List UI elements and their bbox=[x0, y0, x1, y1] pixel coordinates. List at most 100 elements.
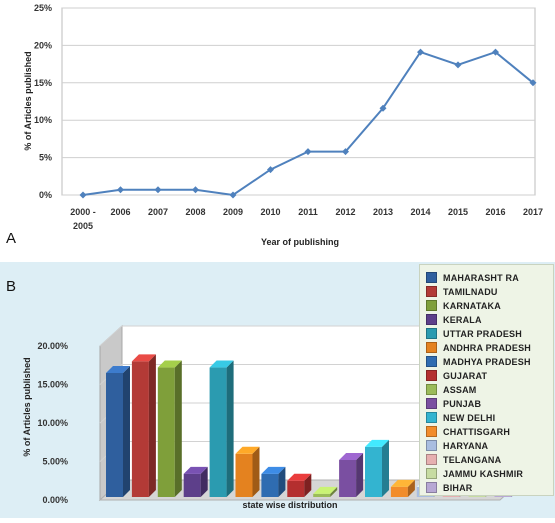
bar-side bbox=[200, 466, 208, 497]
bar-front bbox=[287, 480, 305, 497]
legend-swatch bbox=[426, 440, 437, 451]
bar bbox=[390, 479, 415, 497]
legend-swatch bbox=[426, 272, 437, 283]
bar bbox=[339, 452, 364, 497]
bar-top bbox=[131, 354, 156, 362]
bar-front bbox=[261, 473, 279, 497]
legend-label: TELANGANA bbox=[443, 454, 502, 465]
bar-top bbox=[287, 473, 312, 481]
legend-item: PUNJAB bbox=[426, 397, 481, 410]
legend-swatch bbox=[426, 384, 437, 395]
y-tick-label: 10.00% bbox=[37, 418, 68, 428]
legend-label: CHATTISGARH bbox=[443, 426, 511, 437]
bar bbox=[235, 446, 260, 497]
data-point bbox=[529, 79, 537, 87]
bar-top bbox=[365, 439, 389, 447]
legend-item: MADHYA PRADESH bbox=[426, 355, 531, 368]
legend-item: GUJARAT bbox=[426, 369, 487, 382]
y-axis-label: % of Articles published bbox=[23, 51, 33, 150]
x-axis-label: state wise distribution bbox=[242, 500, 337, 510]
legend-swatch bbox=[426, 398, 437, 409]
legend-item: KERALA bbox=[426, 313, 482, 326]
bar-side bbox=[304, 473, 312, 497]
bar bbox=[131, 354, 156, 497]
panel-a: 0% 5% 10% 15% 20% 25% 2000 -2005 2006 2007 2008 20… bbox=[6, 3, 544, 247]
legend-label: HARYANA bbox=[443, 440, 489, 451]
bar-top bbox=[339, 452, 364, 460]
bar bbox=[365, 439, 389, 497]
data-point bbox=[454, 61, 462, 69]
bar bbox=[287, 473, 312, 497]
legend-swatch bbox=[426, 454, 437, 465]
line-chart: 0% 5% 10% 15% 20% 25% 2000 -2005 2006 2007 2008 20… bbox=[6, 3, 543, 247]
x-tick-label: 2006 bbox=[110, 207, 130, 217]
bar-front bbox=[183, 473, 201, 497]
x-tick-label: 2000 -2005 bbox=[70, 207, 96, 231]
legend-label: JAMMU KASHMIR bbox=[443, 468, 524, 479]
x-axis-label: Year of publishing bbox=[261, 237, 339, 247]
bar-top bbox=[209, 360, 234, 368]
bar-front bbox=[365, 446, 382, 497]
y-tick-label: 25% bbox=[34, 3, 52, 13]
legend-swatch bbox=[426, 286, 437, 297]
bar-side bbox=[278, 466, 286, 497]
data-point bbox=[304, 148, 312, 156]
legend-item: BIHAR bbox=[426, 481, 473, 494]
data-point bbox=[342, 148, 349, 156]
legend-item: NEW DELHI bbox=[426, 411, 495, 424]
legend-label: TAMILNADU bbox=[443, 286, 498, 297]
bar-top bbox=[157, 360, 182, 368]
y-tick-label: 15.00% bbox=[37, 380, 68, 390]
bar-side bbox=[330, 486, 338, 497]
legend-item: CHATTISGARH bbox=[426, 425, 510, 438]
bar-side bbox=[123, 365, 130, 497]
legend-item: JAMMU KASHMIR bbox=[426, 467, 523, 480]
data-point bbox=[417, 48, 424, 56]
legend-swatch bbox=[426, 356, 437, 367]
bar-front bbox=[313, 493, 331, 497]
data-point bbox=[192, 186, 199, 194]
y-tick-label: 0.00% bbox=[42, 495, 68, 505]
bar-front bbox=[131, 361, 149, 497]
bar-top bbox=[106, 365, 130, 373]
legend-item: KARNATAKA bbox=[426, 299, 501, 312]
x-tick-label: 2015 bbox=[448, 207, 468, 217]
legend-item: HARYANA bbox=[426, 439, 488, 452]
plot-area bbox=[61, 7, 536, 196]
legend-label: KARNATAKA bbox=[443, 300, 501, 311]
data-point bbox=[492, 48, 499, 56]
y-tick-label: 5% bbox=[39, 153, 52, 163]
legend-swatch bbox=[426, 426, 437, 437]
y-tick-label: 20.00% bbox=[37, 341, 68, 351]
legend-swatch bbox=[426, 412, 437, 423]
y-tick-label: 20% bbox=[34, 40, 52, 50]
x-tick-label: 2017 bbox=[523, 207, 543, 217]
y-tick-label: 15% bbox=[34, 78, 52, 88]
data-point bbox=[154, 186, 162, 194]
panel-label: B bbox=[6, 278, 16, 295]
bar-top bbox=[183, 466, 208, 474]
legend-label: KERALA bbox=[443, 314, 482, 325]
bar-top bbox=[313, 486, 338, 494]
bar-side bbox=[252, 446, 260, 497]
bar-side bbox=[174, 360, 182, 497]
legend-label: PUNJAB bbox=[443, 398, 482, 409]
bar-front bbox=[339, 459, 357, 497]
legend-item: TELANGANA bbox=[426, 453, 501, 466]
gridline bbox=[99, 325, 522, 347]
bar bbox=[261, 466, 286, 497]
bar-top bbox=[390, 479, 415, 487]
data-point bbox=[229, 191, 237, 199]
legend-label: MAHARASHT RA bbox=[443, 272, 519, 283]
x-tick-label: 2012 bbox=[335, 207, 355, 217]
x-tick-label: 2014 bbox=[410, 207, 430, 217]
bar bbox=[209, 360, 234, 497]
legend-item: ANDHRA PRADESH bbox=[426, 341, 531, 354]
y-tick-label: 0% bbox=[39, 190, 52, 200]
legend-swatch bbox=[426, 482, 437, 493]
x-tick-label: 2008 bbox=[185, 207, 205, 217]
legend-label: ASSAM bbox=[443, 384, 477, 395]
legend-label: MADHYA PRADESH bbox=[443, 356, 531, 367]
legend-item: ASSAM bbox=[426, 383, 477, 396]
